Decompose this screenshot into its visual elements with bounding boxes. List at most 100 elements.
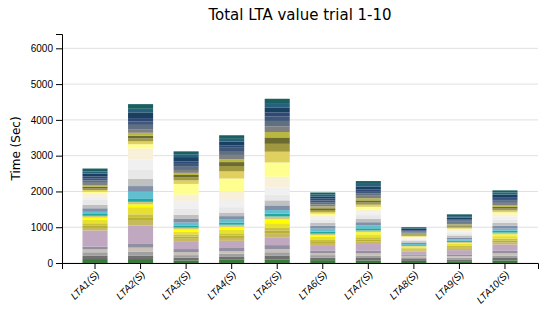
tick-mark: [140, 263, 141, 269]
segment-series: [82, 218, 517, 251]
bar-segment: [356, 239, 381, 241]
bar-segment: [265, 107, 290, 112]
bar-segment: [356, 196, 381, 199]
bar-segment: [82, 192, 107, 194]
bar-segment: [447, 235, 472, 237]
bar-segment: [492, 195, 517, 198]
bar-segment: [128, 204, 153, 207]
axis-line: [63, 264, 539, 270]
segment-series: [82, 103, 517, 229]
bar-segment: [219, 254, 244, 257]
bar-segment: [128, 214, 153, 218]
bar-segment: [128, 141, 153, 144]
bar-segment: [128, 138, 153, 141]
bar-segment: [356, 189, 381, 191]
bar-segment: [356, 230, 381, 232]
tick: LTA8(S): [387, 263, 420, 302]
bar-segment: [265, 210, 290, 214]
bar-segment: [128, 159, 153, 170]
bar-segment: [492, 199, 517, 201]
bar-segment: [265, 234, 290, 238]
segment-series: [82, 225, 517, 254]
bar-segment: [265, 256, 290, 260]
bar-segment: [401, 257, 426, 259]
tick-label: 3000: [31, 150, 54, 161]
chart: 0100020003000400050006000LTA1(S)LTA2(S)L…: [0, 0, 552, 323]
bar-segment: [492, 190, 517, 192]
bar-segment: [401, 239, 426, 240]
bar-segment: [219, 260, 244, 263]
bar-segment: [492, 258, 517, 261]
bar-segment: [174, 202, 199, 209]
segment-series: [82, 202, 517, 247]
bar-segment: [310, 206, 335, 208]
segment-series: [82, 186, 517, 244]
bar-segment: [174, 175, 199, 178]
bar-segment: [82, 226, 107, 228]
bar-segment: [128, 199, 153, 202]
bar-segment: [219, 151, 244, 155]
bar-segment: [174, 184, 199, 195]
x-axis: LTA1(S)LTA2(S)LTA3(S)LTA4(S)LTA5(S)LTA6(…: [63, 263, 539, 306]
bar-segment: [447, 238, 472, 240]
bar-segment: [492, 244, 517, 250]
bar-segment: [82, 194, 107, 197]
bar-segment: [265, 162, 290, 176]
bar-segment: [174, 255, 199, 258]
bar-segment: [82, 252, 107, 256]
bar-segment: [82, 256, 107, 259]
tick-mark: [504, 263, 505, 269]
tick-mark: [459, 263, 460, 269]
bar-segment: [356, 207, 381, 210]
bar-segment: [492, 201, 517, 203]
tick: LTA10(S): [474, 263, 511, 306]
bar-segment: [82, 214, 107, 216]
bar-segment: [219, 171, 244, 178]
bar-segment: [82, 249, 107, 252]
bar-segment: [265, 249, 290, 252]
bar-segment: [492, 239, 517, 241]
bar-segment: [492, 219, 517, 223]
bar-segment: [401, 228, 426, 230]
bar-segment: [447, 241, 472, 242]
tick: LTA9(S): [433, 263, 466, 302]
bar-segment: [401, 245, 426, 247]
segment-series: [82, 204, 517, 247]
segment-series: [82, 259, 517, 263]
bar-segment: [310, 241, 335, 243]
bar-segment: [492, 255, 517, 258]
bar-segment: [356, 193, 381, 196]
bar-segment: [128, 149, 153, 160]
bar-segment: [128, 112, 153, 118]
bar-segment: [174, 151, 199, 154]
bar-segment: [401, 244, 426, 245]
bar-segment: [174, 252, 199, 255]
bar-segment: [128, 225, 153, 243]
bar-segment: [82, 178, 107, 180]
bar-segment: [219, 216, 244, 220]
tick-label: 4000: [31, 115, 54, 126]
bar-segment: [310, 200, 335, 202]
bar-segment: [265, 116, 290, 121]
bar-segment: [219, 227, 244, 230]
bar-segment: [265, 216, 290, 219]
bar-segment: [447, 239, 472, 240]
bar-segment: [174, 249, 199, 252]
tick-mark: [413, 263, 414, 269]
bar-segment: [128, 255, 153, 259]
y-axis-title: Time (Sec): [9, 116, 23, 181]
bar-segment: [128, 121, 153, 125]
bar-segment: [128, 207, 153, 214]
bar-segment: [447, 221, 472, 222]
bar-segment: [310, 212, 335, 214]
segment-series: [82, 144, 517, 237]
bar-segment: [265, 252, 290, 256]
bar-segment: [82, 212, 107, 214]
bar-segment: [174, 170, 199, 173]
bar-segment: [447, 216, 472, 217]
segment-series: [82, 199, 517, 246]
bar-segment: [128, 129, 153, 133]
bar-segment: [265, 223, 290, 227]
bar-segment: [356, 181, 381, 184]
tick-mark: [186, 263, 187, 269]
